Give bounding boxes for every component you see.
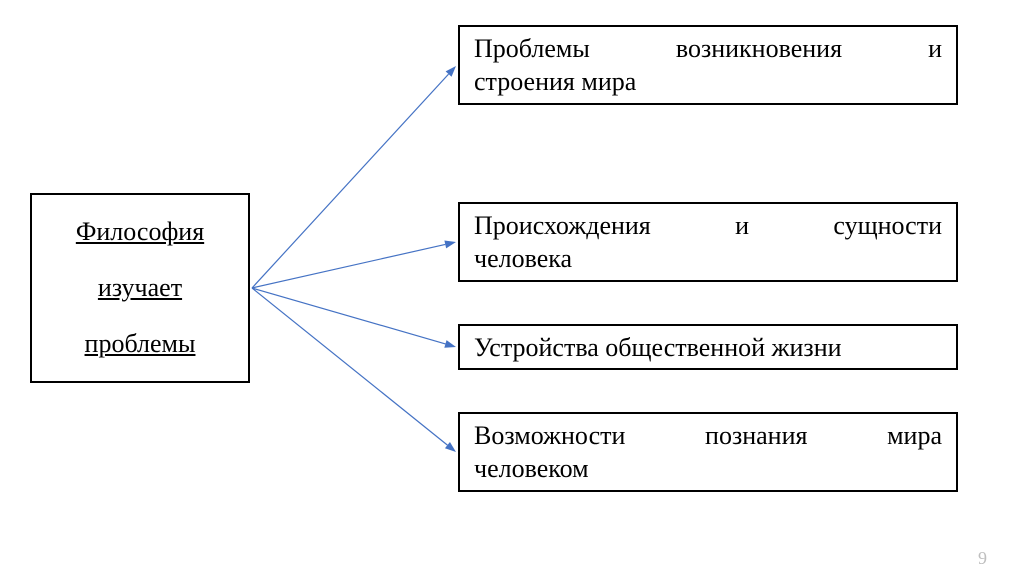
target-box-0: Проблемы возникновения истроения мира [458,25,958,105]
target-lastline: человека [474,243,942,276]
source-word: Философия [76,204,204,260]
target-lastline: человеком [474,453,942,486]
target-line: Возможности познания мира [474,420,942,453]
page-number: 9 [978,548,987,569]
target-line: Проблемы возникновения и [474,33,942,66]
target-line: Устройства общественной жизни [474,332,942,365]
target-box-1: Происхождения и сущностичеловека [458,202,958,282]
source-word: изучает [98,260,182,316]
source-word: проблемы [85,316,196,372]
source-box: Философияизучаетпроблемы [30,193,250,383]
target-lastline: строения мира [474,66,942,99]
target-line: Происхождения и сущности [474,210,942,243]
target-box-2: Устройства общественной жизни [458,324,958,370]
target-box-3: Возможности познания мирачеловеком [458,412,958,492]
